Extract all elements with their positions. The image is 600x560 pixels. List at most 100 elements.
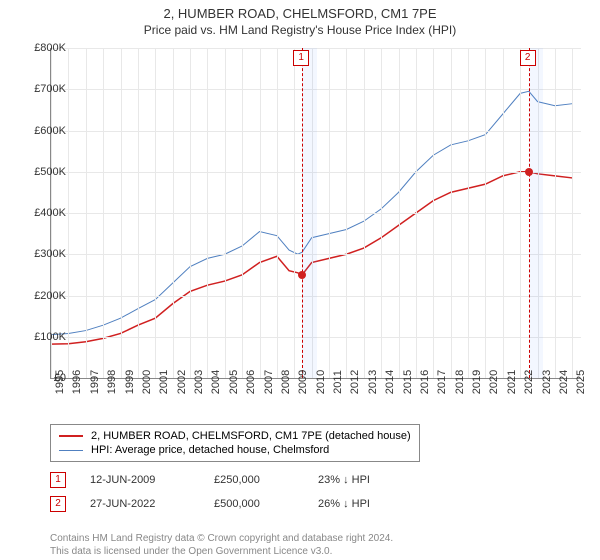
x-tick-label: 2025 — [575, 370, 587, 394]
gridline-v — [121, 48, 122, 378]
shaded-period — [302, 48, 317, 378]
gridline-v — [277, 48, 278, 378]
gridline-v — [225, 48, 226, 378]
sale-vline — [302, 48, 303, 378]
x-tick-label: 2019 — [471, 370, 483, 394]
x-tick-label: 2002 — [176, 370, 188, 394]
legend-item: HPI: Average price, detached house, Chel… — [59, 443, 411, 457]
y-tick-label: £300K — [34, 248, 66, 260]
gridline-v — [555, 48, 556, 378]
x-tick-label: 1996 — [71, 370, 83, 394]
x-tick-label: 2003 — [193, 370, 205, 394]
gridline-v — [68, 48, 69, 378]
gridline-v — [207, 48, 208, 378]
legend-swatch — [59, 435, 83, 437]
gridline-v — [451, 48, 452, 378]
x-tick-label: 2018 — [454, 370, 466, 394]
sale-date: 12-JUN-2009 — [90, 474, 190, 486]
x-tick-label: 2013 — [367, 370, 379, 394]
x-tick-label: 2020 — [488, 370, 500, 394]
legend-label: HPI: Average price, detached house, Chel… — [91, 444, 329, 456]
x-tick-label: 2010 — [315, 370, 327, 394]
x-tick-label: 2005 — [228, 370, 240, 394]
y-tick-label: £400K — [34, 207, 66, 219]
gridline-v — [260, 48, 261, 378]
shaded-period — [529, 48, 543, 378]
gridline-v — [329, 48, 330, 378]
gridline-v — [433, 48, 434, 378]
gridline-v — [572, 48, 573, 378]
x-tick-label: 2012 — [349, 370, 361, 394]
gridline-v — [346, 48, 347, 378]
legend-item: 2, HUMBER ROAD, CHELMSFORD, CM1 7PE (det… — [59, 429, 411, 443]
legend-swatch — [59, 450, 83, 451]
gridline-v — [364, 48, 365, 378]
gridline-v — [416, 48, 417, 378]
sale-price: £250,000 — [214, 474, 294, 486]
x-tick-label: 2024 — [558, 370, 570, 394]
footer-line-2: This data is licensed under the Open Gov… — [50, 545, 393, 558]
sale-delta: 26% ↓ HPI — [318, 498, 370, 510]
x-tick-label: 2009 — [297, 370, 309, 394]
y-tick-label: £600K — [34, 125, 66, 137]
gridline-v — [485, 48, 486, 378]
chart-plot-area — [50, 48, 581, 379]
x-tick-label: 2022 — [523, 370, 535, 394]
x-tick-label: 1998 — [106, 370, 118, 394]
sale-row-marker: 2 — [50, 496, 66, 512]
x-tick-label: 2014 — [384, 370, 396, 394]
x-tick-label: 2015 — [402, 370, 414, 394]
page-title: 2, HUMBER ROAD, CHELMSFORD, CM1 7PE — [0, 6, 600, 21]
gridline-v — [138, 48, 139, 378]
gridline-v — [173, 48, 174, 378]
gridline-v — [520, 48, 521, 378]
footer-attribution: Contains HM Land Registry data © Crown c… — [50, 532, 393, 558]
sale-price: £500,000 — [214, 498, 294, 510]
sale-marker-1: 1 — [293, 50, 309, 66]
gridline-v — [381, 48, 382, 378]
x-tick-label: 2011 — [332, 370, 344, 394]
gridline-v — [399, 48, 400, 378]
x-tick-label: 2000 — [141, 370, 153, 394]
y-tick-label: £500K — [34, 166, 66, 178]
sale-dot — [525, 168, 533, 176]
sale-row-1: 1 12-JUN-2009 £250,000 23% ↓ HPI — [50, 472, 370, 488]
title-block: 2, HUMBER ROAD, CHELMSFORD, CM1 7PE Pric… — [0, 0, 600, 37]
gridline-v — [242, 48, 243, 378]
x-tick-label: 2004 — [210, 370, 222, 394]
y-tick-label: £100K — [34, 331, 66, 343]
x-tick-label: 2008 — [280, 370, 292, 394]
chart-container: 2, HUMBER ROAD, CHELMSFORD, CM1 7PE Pric… — [0, 0, 600, 560]
gridline-v — [468, 48, 469, 378]
sale-delta: 23% ↓ HPI — [318, 474, 370, 486]
gridline-v — [155, 48, 156, 378]
legend-box: 2, HUMBER ROAD, CHELMSFORD, CM1 7PE (det… — [50, 424, 420, 462]
x-tick-label: 2023 — [541, 370, 553, 394]
sale-marker-2: 2 — [520, 50, 536, 66]
x-tick-label: 2017 — [436, 370, 448, 394]
sale-row-2: 2 27-JUN-2022 £500,000 26% ↓ HPI — [50, 496, 370, 512]
x-tick-label: 1995 — [54, 370, 66, 394]
y-tick-label: £800K — [34, 42, 66, 54]
gridline-v — [294, 48, 295, 378]
gridline-v — [190, 48, 191, 378]
x-tick-label: 2007 — [263, 370, 275, 394]
x-tick-label: 1999 — [124, 370, 136, 394]
y-tick-label: £700K — [34, 83, 66, 95]
x-tick-label: 2006 — [245, 370, 257, 394]
gridline-v — [86, 48, 87, 378]
sale-dot — [298, 271, 306, 279]
footer-line-1: Contains HM Land Registry data © Crown c… — [50, 532, 393, 545]
sale-vline — [529, 48, 530, 378]
gridline-v — [103, 48, 104, 378]
sale-row-marker: 1 — [50, 472, 66, 488]
legend-label: 2, HUMBER ROAD, CHELMSFORD, CM1 7PE (det… — [91, 430, 411, 442]
x-tick-label: 2021 — [506, 370, 518, 394]
sale-date: 27-JUN-2022 — [90, 498, 190, 510]
x-tick-label: 2001 — [158, 370, 170, 394]
y-tick-label: £200K — [34, 290, 66, 302]
page-subtitle: Price paid vs. HM Land Registry's House … — [0, 23, 600, 37]
x-tick-label: 1997 — [89, 370, 101, 394]
x-tick-label: 2016 — [419, 370, 431, 394]
gridline-v — [503, 48, 504, 378]
